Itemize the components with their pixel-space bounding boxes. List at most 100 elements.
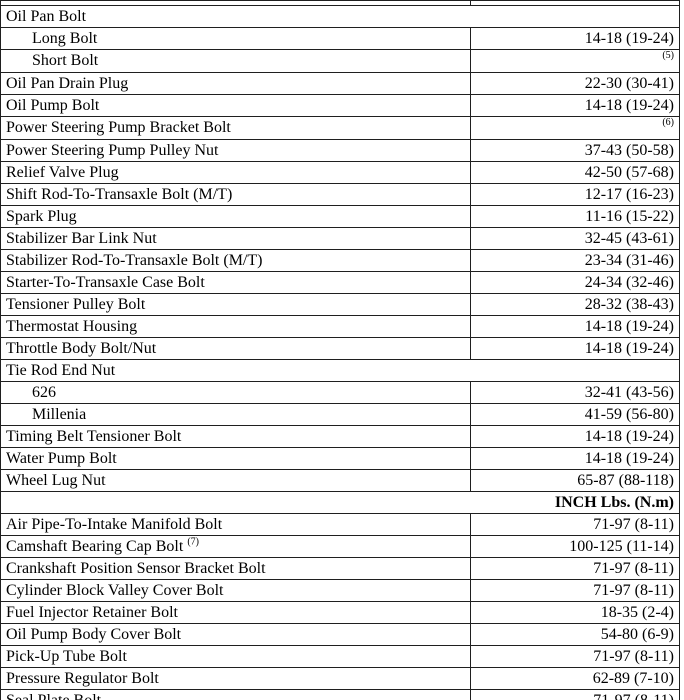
torque-value-cell: 14-18 (19-24): [470, 337, 680, 360]
component-cell: Short Bolt: [0, 49, 471, 73]
component-cell: Seal Plate Bolt: [0, 689, 471, 700]
component-label: Water Pump Bolt: [6, 449, 117, 467]
component-cell: Pressure Regulator Bolt: [0, 667, 471, 690]
component-label: Relief Valve Plug: [6, 163, 119, 181]
torque-value: 22-30 (30-41): [584, 74, 674, 92]
component-label: Oil Pump Bolt: [6, 96, 100, 114]
table-row: Tie Rod End Nut: [0, 359, 680, 382]
component-cell: Wheel Lug Nut: [0, 469, 471, 492]
torque-value: 54-80 (6-9): [600, 625, 674, 643]
torque-value-cell: 12-17 (16-23): [470, 183, 680, 206]
group-header-label: Oil Pan Bolt: [6, 7, 87, 25]
component-cell: Oil Pan Drain Plug: [0, 72, 471, 95]
table-row: Air Pipe-To-Intake Manifold Bolt 71-97 (8…: [0, 513, 680, 536]
torque-value: 24-34 (32-46): [584, 273, 674, 291]
component-label: Pick-Up Tube Bolt: [6, 647, 127, 665]
component-label: Pressure Regulator Bolt: [6, 669, 159, 687]
component-cell: Spark Plug: [0, 205, 471, 228]
torque-value: 23-34 (31-46): [584, 251, 674, 269]
torque-value-cell: 71-97 (8-11): [470, 689, 680, 700]
component-label: Timing Belt Tensioner Bolt: [6, 427, 182, 445]
component-label: Long Bolt: [32, 29, 98, 47]
unit-header-label: INCH Lbs. (N.m): [554, 493, 674, 511]
component-cell: Shift Rod-To-Transaxle Bolt (M/T): [0, 183, 471, 206]
torque-value: 42-50 (57-68): [584, 163, 674, 181]
component-label: Power Steering Pump Bracket Bolt: [6, 119, 231, 136]
component-cell: Water Pump Bolt: [0, 447, 471, 470]
component-label: Starter-To-Transaxle Case Bolt: [6, 273, 205, 291]
table-row: INCH Lbs. (N.m): [0, 491, 680, 514]
torque-value: 11-16 (15-22): [585, 207, 674, 225]
component-label: Air Pipe-To-Intake Manifold Bolt: [6, 515, 223, 533]
component-label: Fuel Injector Retainer Bolt: [6, 603, 178, 621]
table-row: Camshaft Bearing Cap Bolt (7) 100-125 (11…: [0, 535, 680, 558]
component-cell: Stabilizer Bar Link Nut: [0, 227, 471, 250]
component-cell: Relief Valve Plug: [0, 161, 471, 184]
component-cell: Cylinder Block Valley Cover Bolt: [0, 579, 471, 602]
group-header-cell: Oil Pan Bolt: [0, 5, 680, 28]
table-row: Spark Plug 11-16 (15-22): [0, 205, 680, 228]
torque-value-cell: 14-18 (19-24): [470, 94, 680, 117]
component-label: Stabilizer Bar Link Nut: [6, 229, 157, 247]
table-row: Oil Pan Drain Plug 22-30 (30-41): [0, 72, 680, 95]
table-row: Throttle Body Bolt/Nut 14-18 (19-24): [0, 337, 680, 360]
torque-value: 71-97 (8-11): [593, 559, 674, 577]
table-row: Short Bolt (5): [0, 49, 680, 73]
component-cell: Air Pipe-To-Intake Manifold Bolt: [0, 513, 471, 536]
table-row: Starter-To-Transaxle Case Bolt 24-34 (32-…: [0, 271, 680, 294]
torque-value: 71-97 (8-11): [593, 647, 674, 665]
table-row: Power Steering Pump Pulley Nut 37-43 (50-…: [0, 139, 680, 162]
torque-value-cell: 22-30 (30-41): [470, 72, 680, 95]
table-row: Stabilizer Bar Link Nut 32-45 (43-61): [0, 227, 680, 250]
table-row: Shift Rod-To-Transaxle Bolt (M/T) 12-17 (…: [0, 183, 680, 206]
component-cell: Timing Belt Tensioner Bolt: [0, 425, 471, 448]
torque-value-cell: 23-34 (31-46): [470, 249, 680, 272]
component-cell: Thermostat Housing: [0, 315, 471, 338]
torque-value-cell: 71-97 (8-11): [470, 513, 680, 536]
torque-value: 18-35 (2-4): [600, 603, 674, 621]
torque-value: 14-18 (19-24): [584, 449, 674, 467]
torque-value-cell: 18-35 (2-4): [470, 601, 680, 624]
table-row: Cylinder Block Valley Cover Bolt 71-97 (8…: [0, 579, 680, 602]
torque-value: 41-59 (56-80): [584, 405, 674, 423]
torque-value-cell: 65-87 (88-118): [470, 469, 680, 492]
component-cell: Power Steering Pump Bracket Bolt: [0, 116, 471, 140]
table-row: Pressure Regulator Bolt 62-89 (7-10): [0, 667, 680, 690]
torque-value: 71-97 (8-11): [593, 691, 674, 700]
component-cell: Crankshaft Position Sensor Bracket Bolt: [0, 557, 471, 580]
component-label: Oil Pump Body Cover Bolt: [6, 625, 182, 643]
group-header-label: Tie Rod End Nut: [6, 361, 116, 379]
component-cell: Oil Pump Bolt: [0, 94, 471, 117]
table-row: Crankshaft Position Sensor Bracket Bolt 7…: [0, 557, 680, 580]
component-label: Camshaft Bearing Cap Bolt: [6, 537, 184, 555]
component-label: Seal Plate Bolt: [6, 691, 102, 700]
component-cell: Millenia: [0, 403, 471, 426]
torque-value: 14-18 (19-24): [584, 317, 674, 335]
component-cell: Oil Pump Body Cover Bolt: [0, 623, 471, 646]
component-cell: Pick-Up Tube Bolt: [0, 645, 471, 668]
torque-value-cell: 14-18 (19-24): [470, 425, 680, 448]
table-row: Oil Pan Bolt: [0, 5, 680, 28]
component-label: Wheel Lug Nut: [6, 471, 106, 489]
component-label: Spark Plug: [6, 207, 77, 225]
component-label: Tensioner Pulley Bolt: [6, 295, 146, 313]
torque-value: 28-32 (38-43): [584, 295, 674, 313]
torque-value-cell: (6): [470, 116, 680, 140]
component-label: Throttle Body Bolt/Nut: [6, 339, 157, 357]
torque-value-cell: 71-97 (8-11): [470, 557, 680, 580]
component-label: Millenia: [32, 405, 87, 423]
unit-header-cell: INCH Lbs. (N.m): [0, 491, 680, 514]
component-cell: Throttle Body Bolt/Nut: [0, 337, 471, 360]
component-label: Oil Pan Drain Plug: [6, 74, 129, 92]
torque-value-cell: 62-89 (7-10): [470, 667, 680, 690]
torque-value-cell: 14-18 (19-24): [470, 27, 680, 50]
table-row: Tensioner Pulley Bolt 28-32 (38-43): [0, 293, 680, 316]
group-header-cell: Tie Rod End Nut: [0, 359, 680, 382]
torque-value: 14-18 (19-24): [584, 427, 674, 445]
torque-value: 71-97 (8-11): [593, 515, 674, 533]
table-row: Stabilizer Rod-To-Transaxle Bolt (M/T) 23…: [0, 249, 680, 272]
torque-value-cell: 71-97 (8-11): [470, 645, 680, 668]
